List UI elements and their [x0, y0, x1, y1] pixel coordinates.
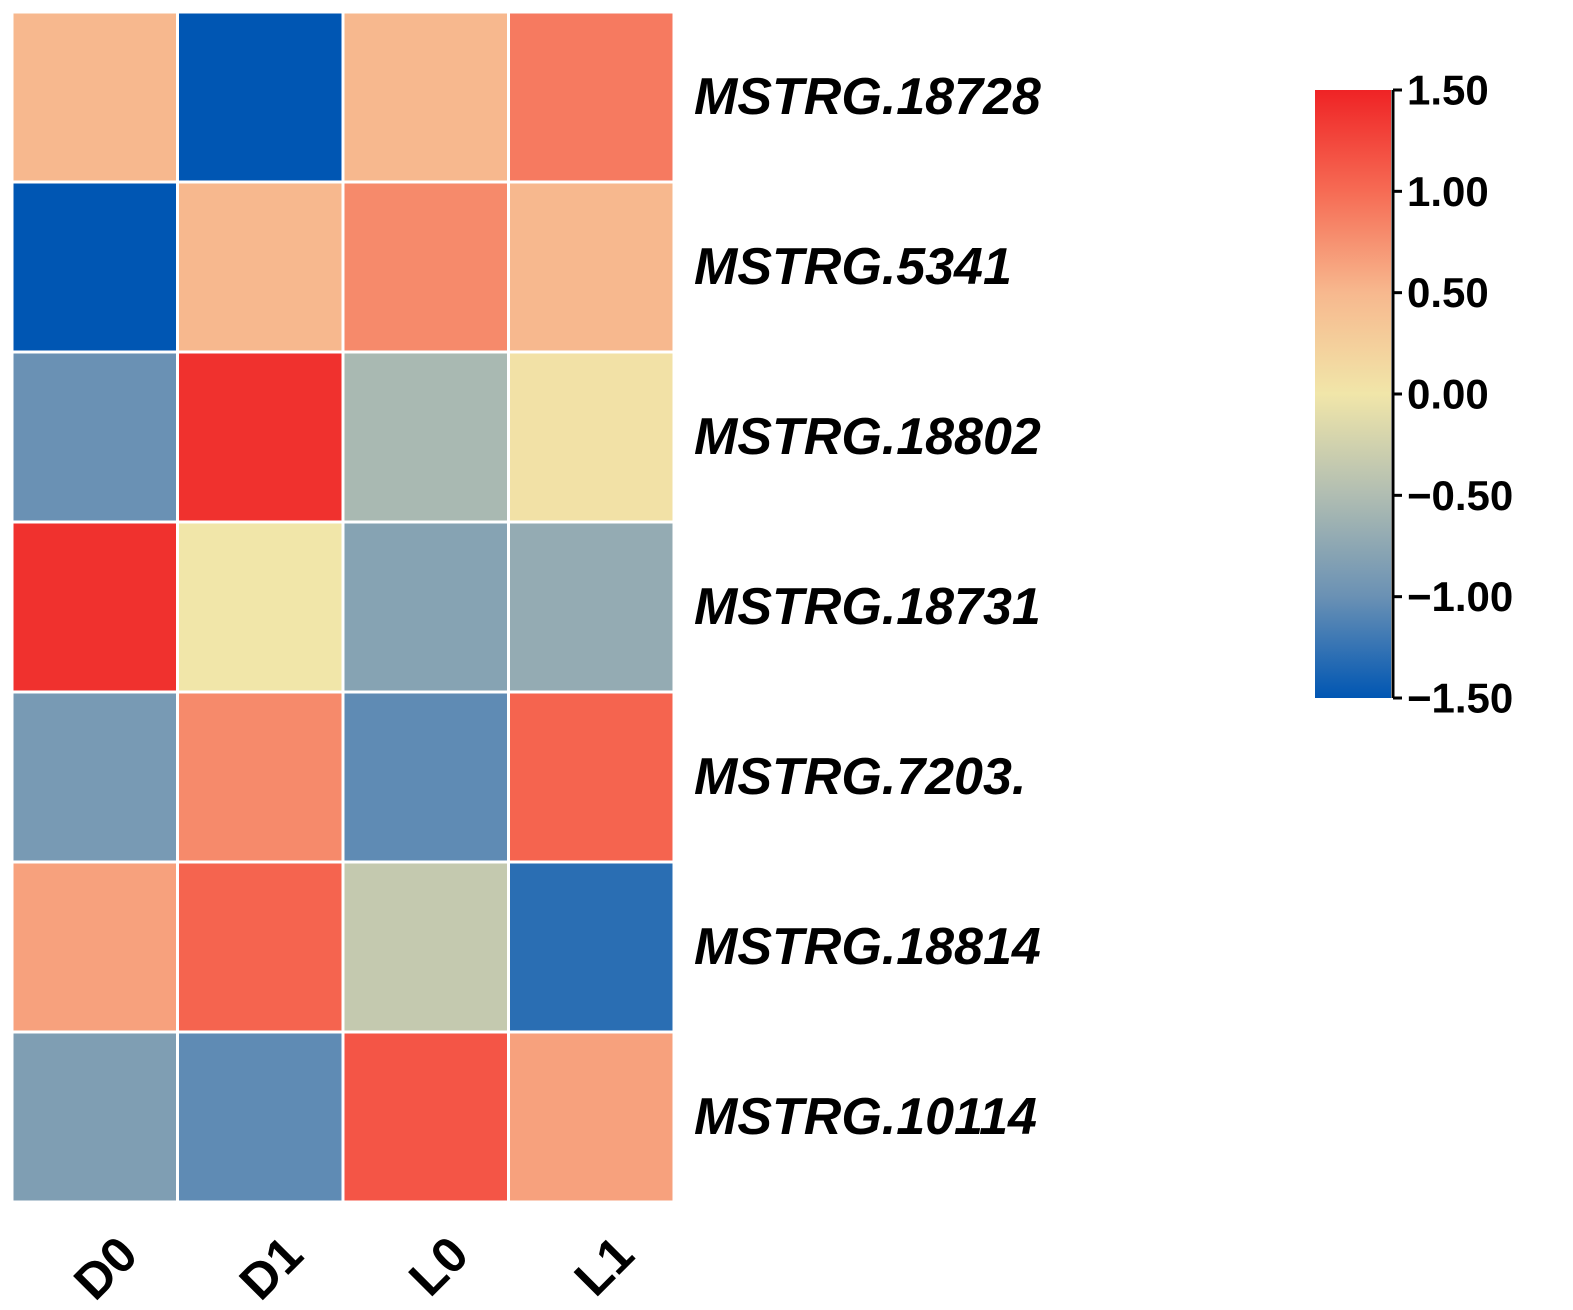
heatmap-cell — [341, 690, 510, 864]
column-label: L0 — [398, 1226, 479, 1307]
heatmap-cell — [507, 10, 676, 184]
row-label: MSTRG.18731 — [694, 578, 1041, 636]
heatmap-cell — [10, 860, 179, 1034]
heatmap-cell — [507, 860, 676, 1034]
column-labels: D0 D1 L0 L1 — [63, 1226, 644, 1310]
row-label: MSTRG.7203. — [694, 748, 1026, 806]
heatmap-cell — [341, 10, 510, 184]
heatmap-cell — [341, 180, 510, 354]
column-label: D0 — [63, 1226, 148, 1310]
heatmap-cell — [341, 1030, 510, 1204]
heatmap-cell — [176, 860, 345, 1034]
colorbar-tick-label: 0.50 — [1407, 269, 1489, 316]
row-label: MSTRG.18728 — [694, 68, 1041, 126]
heatmap-cell — [10, 350, 179, 524]
colorbar-tick-label: −1.50 — [1407, 675, 1513, 722]
colorbar-gradient-bar — [1315, 90, 1391, 698]
heatmap-cell — [507, 520, 676, 694]
heatmap-cell — [341, 350, 510, 524]
heatmap-cell — [10, 1030, 179, 1204]
column-label: L1 — [564, 1226, 645, 1307]
heatmap-cell — [10, 10, 179, 184]
row-label: MSTRG.18814 — [694, 918, 1041, 976]
heatmap-cell — [507, 180, 676, 354]
colorbar-tick-label: 1.50 — [1407, 67, 1489, 114]
heatmap-cell — [341, 860, 510, 1034]
heatmap-cell — [507, 690, 676, 864]
row-label: MSTRG.10114 — [694, 1088, 1037, 1146]
row-label: MSTRG.18802 — [694, 408, 1041, 466]
heatmap-cell — [176, 1030, 345, 1204]
heatmap-cell — [341, 520, 510, 694]
colorbar-tick-label: −0.50 — [1407, 472, 1513, 519]
heatmap-cell — [507, 1030, 676, 1204]
heatmap-cell — [176, 350, 345, 524]
heatmap-cell — [176, 10, 345, 184]
colorbar-tick-label: 1.00 — [1407, 168, 1489, 215]
row-label: MSTRG.5341 — [694, 238, 1012, 296]
colorbar-tick-label: −1.00 — [1407, 573, 1513, 620]
heatmap-cell — [176, 520, 345, 694]
heatmap-cell — [10, 520, 179, 694]
heatmap-cell — [176, 690, 345, 864]
heatmap-cell — [176, 180, 345, 354]
colorbar-tick-label: 0.00 — [1407, 371, 1489, 418]
colorbar: 1.50 1.00 0.50 0.00 −0.50 −1.00 −1.50 — [1315, 67, 1513, 722]
row-labels: MSTRG.18728 MSTRG.5341 MSTRG.18802 MSTRG.18… — [694, 68, 1041, 1146]
column-label: D1 — [229, 1226, 314, 1310]
heatmap-cells — [10, 10, 676, 1204]
colorbar-ticks: 1.50 1.00 0.50 0.00 −0.50 −1.00 −1.50 — [1393, 67, 1513, 722]
heatmap-cell — [507, 350, 676, 524]
heatmap-cell — [10, 180, 179, 354]
heatmap-cell — [10, 690, 179, 864]
